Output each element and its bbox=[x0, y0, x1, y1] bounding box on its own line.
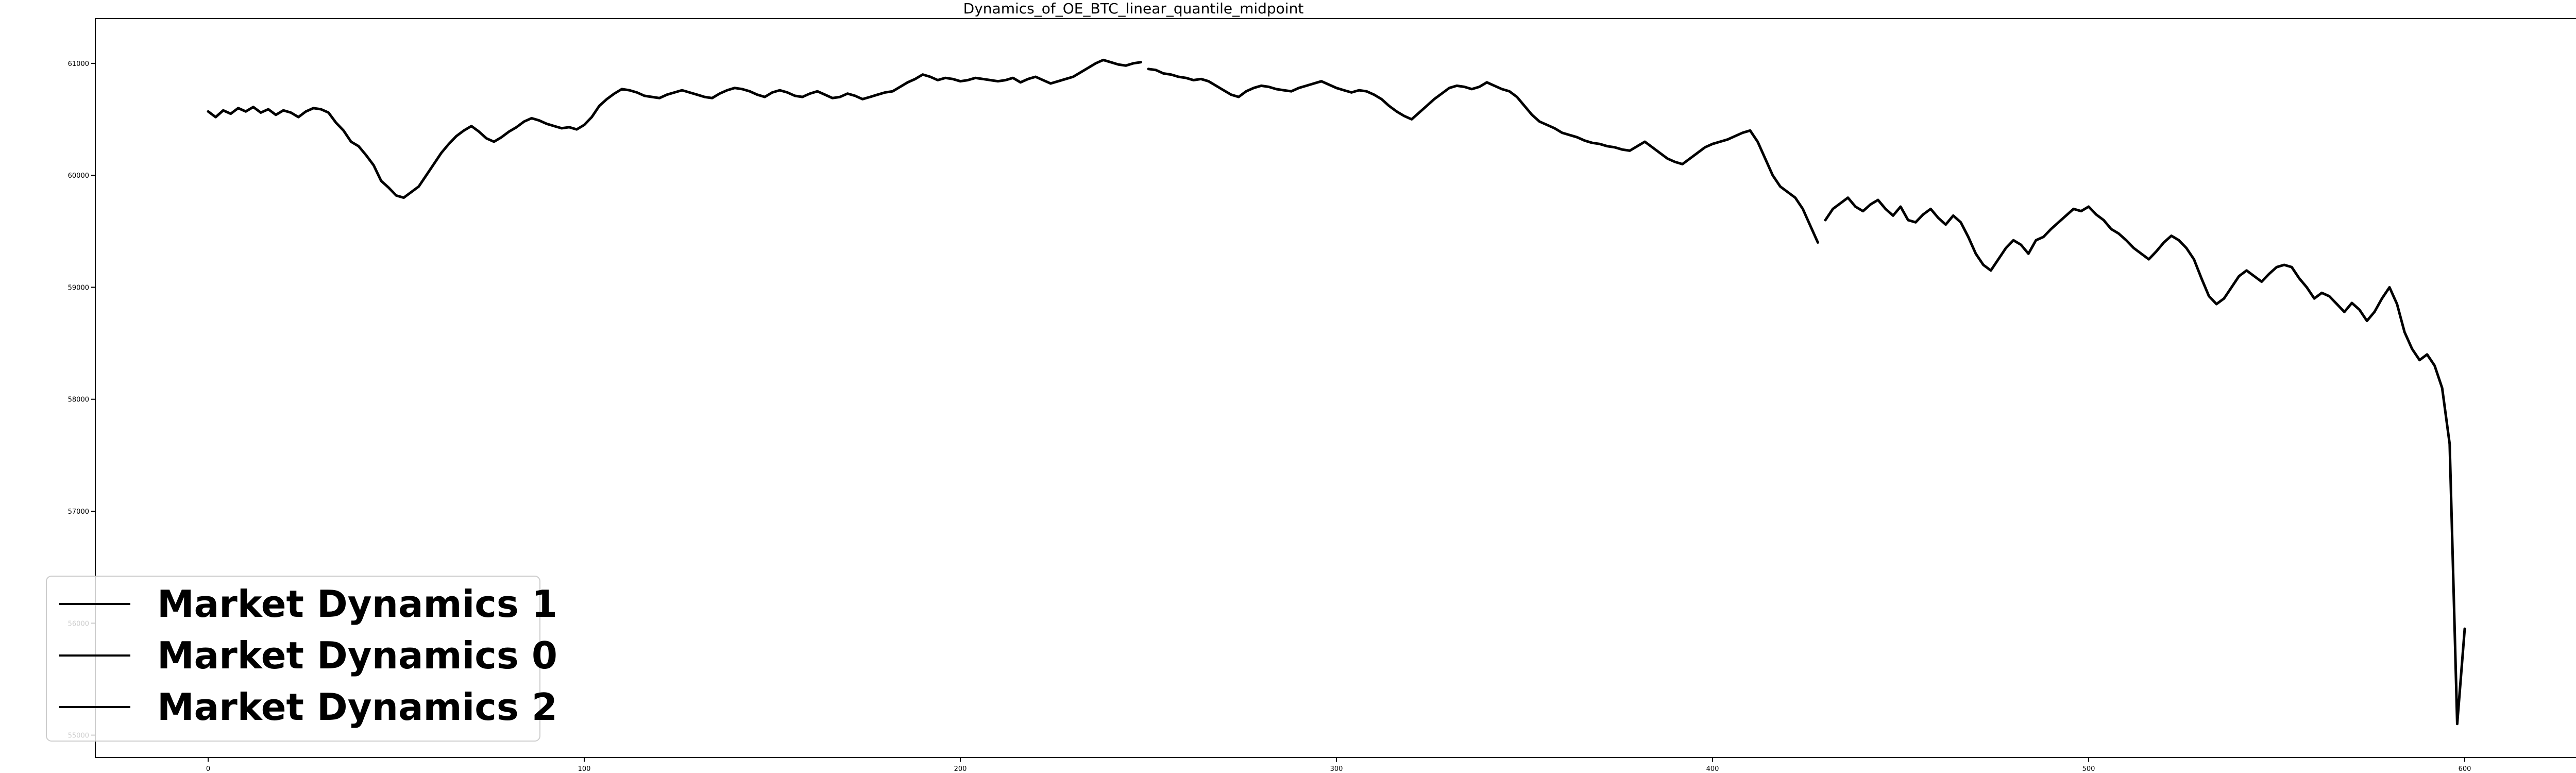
series-line-market-dynamics-0 bbox=[1147, 68, 1819, 244]
x-tick-label: 0 bbox=[206, 765, 210, 773]
y-tick-label: 59000 bbox=[68, 284, 89, 292]
legend-label-0: Market Dynamics 0 bbox=[157, 634, 557, 677]
legend: Market Dynamics 1 Market Dynamics 0 Mark… bbox=[46, 576, 557, 742]
legend-label-1: Market Dynamics 1 bbox=[157, 582, 557, 626]
x-axis-ticks: 0 100 200 300 400 500 600 bbox=[206, 758, 2471, 773]
y-tick-label: 57000 bbox=[68, 508, 89, 516]
y-tick-label: 58000 bbox=[68, 396, 89, 404]
chart-title: Dynamics_of_OE_BTC_linear_quantile_midpo… bbox=[963, 0, 1304, 17]
x-tick-label: 500 bbox=[2082, 765, 2095, 773]
x-tick-label: 100 bbox=[578, 765, 591, 773]
series-lines bbox=[207, 58, 2466, 726]
y-tick-label: 60000 bbox=[68, 172, 89, 180]
x-tick-label: 600 bbox=[2459, 765, 2471, 773]
series-line-market-dynamics-2 bbox=[1824, 196, 2466, 726]
legend-frame bbox=[46, 576, 540, 742]
x-tick-label: 400 bbox=[1706, 765, 1719, 773]
x-tick-label: 200 bbox=[954, 765, 967, 773]
legend-label-2: Market Dynamics 2 bbox=[157, 685, 557, 729]
y-tick-label: 61000 bbox=[68, 60, 89, 68]
x-tick-label: 300 bbox=[1330, 765, 1343, 773]
series-line-market-dynamics-1 bbox=[207, 58, 1142, 199]
